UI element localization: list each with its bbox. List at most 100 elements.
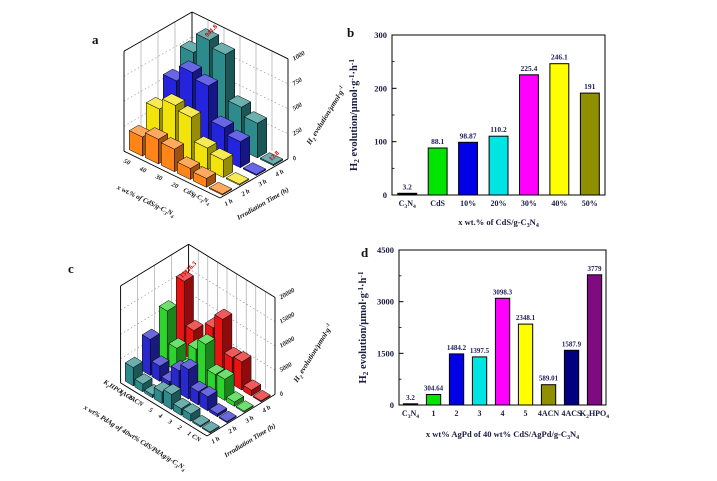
bars <box>402 274 603 406</box>
x-tick-label: 1 <box>432 409 436 418</box>
x-tick-label: 5 <box>524 409 528 418</box>
bar-value-label: 304.64 <box>424 385 444 393</box>
bar-top <box>243 162 266 175</box>
bar-face-left <box>142 334 151 376</box>
category-axis-title: x wt.% of CdS/g-C3N4 <box>114 183 177 221</box>
frame-line <box>191 11 289 60</box>
bar-top <box>192 414 210 427</box>
bar-top <box>214 308 233 320</box>
z-tick-label: 250 <box>291 126 304 138</box>
frame-line <box>120 243 189 287</box>
y-tick-label: 1500 <box>377 348 394 358</box>
bar-top <box>252 390 271 402</box>
x-tick-label: 30% <box>521 199 537 208</box>
bar-value-label: 225.4 <box>520 64 537 73</box>
wall-grid-z <box>120 292 189 335</box>
category-tick-label: 3 <box>166 418 174 427</box>
z-axis-title: H2 evolution/μmol·g-1 <box>291 322 337 386</box>
bar <box>579 92 600 196</box>
chart-d-bar: 0 1500 3000 4500 3.2 C3N4 304.64 1 1484.2 2 1397.5… <box>356 245 609 441</box>
time-tick-label: 4 h <box>260 404 272 415</box>
bar-value-label: 98.87 <box>460 131 477 140</box>
bar-top <box>163 383 182 395</box>
bar <box>402 403 419 406</box>
bar-top <box>178 105 201 118</box>
bar <box>425 394 442 406</box>
time-tick-label: 1 h <box>210 435 221 446</box>
bar-top <box>209 403 227 415</box>
bar-value-label: 110.2 <box>490 125 507 134</box>
bar-value-label: 3.2 <box>403 182 413 191</box>
bar-top <box>125 356 143 368</box>
bar-value-label: 3098.3 <box>493 288 513 296</box>
frame-line <box>206 394 276 437</box>
bar-top <box>199 385 218 398</box>
bar-value-label: 2348.1 <box>516 314 536 322</box>
z-tick-label: 5000 <box>279 361 294 374</box>
bar-top <box>216 368 235 380</box>
category-tick-label: 5 <box>147 407 154 415</box>
bar <box>397 192 418 196</box>
z-tick-label: 750 <box>292 76 305 87</box>
x-axis-title: x wt% AgPd of 40 wt% CdS/AgPd/g-C3N4 <box>426 429 579 441</box>
category-tick-label: 2 <box>175 424 183 433</box>
bar-top <box>142 328 160 340</box>
x-tick-label: 40% <box>551 199 567 208</box>
bar <box>448 353 465 406</box>
x-tick-label: 20% <box>491 199 507 208</box>
bar <box>458 141 478 196</box>
time-tick-label: 3 h <box>243 414 255 425</box>
bar-top <box>218 410 237 422</box>
frame-line <box>219 158 289 199</box>
panel-label-a: a <box>92 32 99 47</box>
bar-top <box>193 166 216 179</box>
bar-value-label: 3.2 <box>406 394 415 402</box>
panel-label-c: c <box>68 261 74 276</box>
bar-value-label: 589.01 <box>539 375 559 383</box>
x-tick-label: 2 <box>455 409 459 418</box>
bars <box>397 63 600 196</box>
wall-grid-z <box>123 36 193 77</box>
bar-top <box>145 127 168 140</box>
bar-top <box>134 373 153 385</box>
wall-grid-z <box>120 316 189 359</box>
bar-top <box>195 73 218 87</box>
bar-value-label: 3779 <box>588 265 603 273</box>
category-axis-title: x wt% PdAg of 40wt% CdS/PdAg/g-C3N4 <box>80 403 187 474</box>
frame-line <box>123 11 193 52</box>
x-tick-label: 4ACS <box>561 409 582 418</box>
category-tick-label: CN <box>190 433 202 444</box>
x-tick-label: CdS <box>430 199 445 208</box>
bar-top <box>201 421 220 433</box>
z-tick-label: 10000 <box>279 335 297 350</box>
bar-top <box>151 355 170 367</box>
y-tick-label: 200 <box>374 83 387 93</box>
bar-value-label: 1484.2 <box>447 344 467 352</box>
bar-top <box>260 152 283 165</box>
y-tick-label: 3000 <box>377 297 394 307</box>
category-tick-label: g-C3N4 <box>190 191 212 207</box>
frame-line <box>123 150 221 199</box>
bar-face-right <box>257 117 267 159</box>
bar <box>471 356 488 406</box>
bar-top <box>194 136 217 149</box>
bar-top <box>190 380 208 392</box>
wall-grid-z <box>191 36 289 85</box>
wall-grid-z <box>120 268 189 311</box>
x-tick-label: 3 <box>478 409 482 418</box>
x-tick-label: 4 <box>501 409 505 418</box>
bar-top <box>227 129 250 142</box>
z-tick-label: 500 <box>292 101 305 112</box>
bar-top <box>177 156 200 169</box>
time-tick-label: 4 h <box>273 168 285 179</box>
x-tick-label: 10% <box>460 199 476 208</box>
wall-grid-z <box>188 292 276 347</box>
bar-top <box>235 400 254 412</box>
category-tick-label: 20 <box>169 181 179 191</box>
y-tick-label: 300 <box>374 30 387 40</box>
bar-value-label: 1397.5 <box>470 347 490 355</box>
z-tick-label: 0 <box>292 154 299 162</box>
bar-top <box>159 300 177 312</box>
